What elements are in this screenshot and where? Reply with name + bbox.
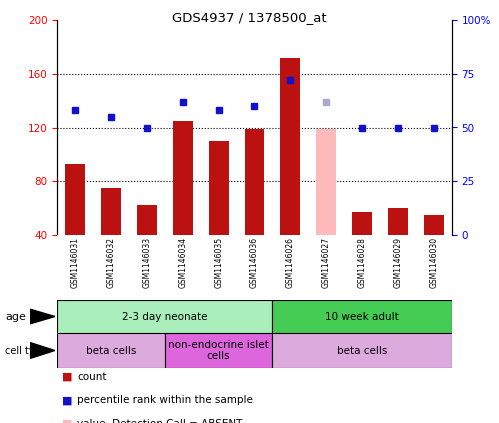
Bar: [388, 208, 408, 235]
Bar: [57, 300, 272, 333]
Bar: [137, 206, 157, 235]
Bar: [57, 333, 165, 368]
Text: GSM1146032: GSM1146032: [107, 237, 116, 288]
Text: GSM1146026: GSM1146026: [286, 237, 295, 288]
Polygon shape: [30, 309, 55, 324]
Text: ■: ■: [62, 418, 73, 423]
Text: GSM1146029: GSM1146029: [393, 237, 402, 288]
Bar: [272, 300, 452, 333]
Text: count: count: [77, 372, 107, 382]
Text: value, Detection Call = ABSENT: value, Detection Call = ABSENT: [77, 418, 243, 423]
Text: ■: ■: [62, 372, 73, 382]
Bar: [272, 333, 452, 368]
Text: GDS4937 / 1378500_at: GDS4937 / 1378500_at: [172, 11, 327, 24]
Text: beta cells: beta cells: [337, 346, 387, 355]
Bar: [173, 121, 193, 235]
Polygon shape: [30, 343, 55, 358]
Text: non-endocrine islet
cells: non-endocrine islet cells: [168, 340, 269, 361]
Bar: [280, 58, 300, 235]
Bar: [316, 129, 336, 235]
Text: GSM1146035: GSM1146035: [214, 237, 223, 288]
Text: GSM1146036: GSM1146036: [250, 237, 259, 288]
Text: ■: ■: [62, 395, 73, 405]
Text: beta cells: beta cells: [86, 346, 136, 355]
Text: GSM1146033: GSM1146033: [143, 237, 152, 288]
Text: age: age: [5, 311, 26, 321]
Text: cell type: cell type: [5, 346, 47, 355]
Text: GSM1146034: GSM1146034: [178, 237, 187, 288]
Bar: [424, 215, 444, 235]
Text: GSM1146030: GSM1146030: [429, 237, 438, 288]
Text: GSM1146031: GSM1146031: [71, 237, 80, 288]
Bar: [165, 333, 272, 368]
Bar: [101, 188, 121, 235]
Bar: [209, 141, 229, 235]
Text: GSM1146027: GSM1146027: [322, 237, 331, 288]
Bar: [65, 164, 85, 235]
Text: 2-3 day neonate: 2-3 day neonate: [122, 311, 208, 321]
Text: 10 week adult: 10 week adult: [325, 311, 399, 321]
Bar: [245, 129, 264, 235]
Bar: [352, 212, 372, 235]
Text: percentile rank within the sample: percentile rank within the sample: [77, 395, 253, 405]
Text: GSM1146028: GSM1146028: [357, 237, 366, 288]
